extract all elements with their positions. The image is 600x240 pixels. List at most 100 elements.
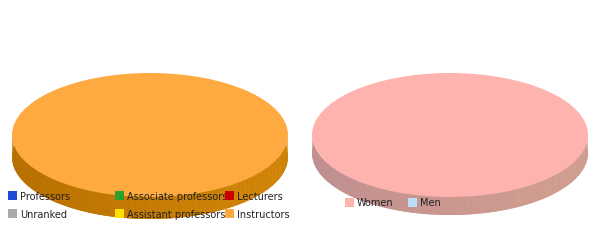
Polygon shape xyxy=(280,154,281,178)
Polygon shape xyxy=(264,169,266,192)
Polygon shape xyxy=(75,187,78,210)
Polygon shape xyxy=(29,165,31,188)
Polygon shape xyxy=(531,184,534,203)
Polygon shape xyxy=(384,190,388,208)
Polygon shape xyxy=(584,148,585,168)
Polygon shape xyxy=(537,182,539,201)
Polygon shape xyxy=(315,148,316,168)
Polygon shape xyxy=(516,189,519,208)
Polygon shape xyxy=(24,160,25,184)
Polygon shape xyxy=(388,190,391,209)
Polygon shape xyxy=(69,185,72,208)
Bar xyxy=(408,198,417,206)
Polygon shape xyxy=(212,190,216,212)
Polygon shape xyxy=(58,181,61,204)
Polygon shape xyxy=(414,195,418,213)
Bar xyxy=(345,198,354,206)
Polygon shape xyxy=(41,173,43,196)
Polygon shape xyxy=(43,174,45,197)
Polygon shape xyxy=(559,171,562,191)
Polygon shape xyxy=(81,189,84,211)
Polygon shape xyxy=(347,176,350,196)
Polygon shape xyxy=(228,185,231,208)
Polygon shape xyxy=(231,184,234,207)
Polygon shape xyxy=(343,174,345,193)
Polygon shape xyxy=(19,154,20,178)
Polygon shape xyxy=(38,171,41,195)
Polygon shape xyxy=(16,150,17,173)
Text: Lecturers: Lecturers xyxy=(237,192,283,202)
Polygon shape xyxy=(457,197,461,215)
Polygon shape xyxy=(55,180,58,203)
Polygon shape xyxy=(271,163,273,186)
Polygon shape xyxy=(366,184,369,203)
Polygon shape xyxy=(496,193,499,211)
Polygon shape xyxy=(358,181,361,200)
Polygon shape xyxy=(522,187,525,206)
Polygon shape xyxy=(61,182,63,205)
Polygon shape xyxy=(550,176,553,196)
Polygon shape xyxy=(557,173,559,192)
Polygon shape xyxy=(285,146,286,170)
Polygon shape xyxy=(219,188,222,211)
Polygon shape xyxy=(345,175,347,194)
Polygon shape xyxy=(475,196,479,214)
Polygon shape xyxy=(72,186,75,209)
Polygon shape xyxy=(277,157,279,181)
Polygon shape xyxy=(375,187,378,206)
Polygon shape xyxy=(253,175,255,198)
Bar xyxy=(8,209,17,217)
Polygon shape xyxy=(257,173,259,196)
Polygon shape xyxy=(334,169,336,188)
Polygon shape xyxy=(391,191,394,210)
Polygon shape xyxy=(206,191,209,214)
Polygon shape xyxy=(78,188,81,211)
Polygon shape xyxy=(355,180,358,199)
Polygon shape xyxy=(562,170,564,189)
Polygon shape xyxy=(512,190,516,208)
Polygon shape xyxy=(580,154,581,174)
Polygon shape xyxy=(17,153,19,176)
Polygon shape xyxy=(14,146,15,170)
Ellipse shape xyxy=(12,73,288,197)
Polygon shape xyxy=(352,179,355,198)
Polygon shape xyxy=(245,179,248,202)
Polygon shape xyxy=(209,190,212,213)
Ellipse shape xyxy=(12,95,288,219)
Bar xyxy=(225,191,234,199)
Polygon shape xyxy=(182,195,186,217)
Polygon shape xyxy=(573,162,575,181)
Polygon shape xyxy=(104,193,107,216)
Polygon shape xyxy=(577,157,579,177)
Polygon shape xyxy=(585,146,586,166)
Polygon shape xyxy=(579,156,580,175)
Polygon shape xyxy=(394,192,397,210)
Polygon shape xyxy=(545,179,548,198)
Polygon shape xyxy=(369,185,372,204)
Polygon shape xyxy=(454,197,457,215)
Polygon shape xyxy=(279,156,280,179)
Polygon shape xyxy=(284,148,285,171)
Polygon shape xyxy=(436,197,439,215)
Polygon shape xyxy=(175,196,179,218)
Polygon shape xyxy=(439,197,443,215)
Polygon shape xyxy=(575,160,576,180)
Polygon shape xyxy=(486,194,489,213)
Polygon shape xyxy=(139,197,143,219)
Polygon shape xyxy=(314,146,315,166)
Polygon shape xyxy=(36,170,38,193)
Polygon shape xyxy=(425,196,428,214)
Polygon shape xyxy=(50,178,52,201)
Polygon shape xyxy=(338,171,341,191)
Bar xyxy=(115,191,124,199)
Polygon shape xyxy=(239,181,242,204)
Polygon shape xyxy=(146,197,150,219)
Text: Associate professors: Associate professors xyxy=(127,192,227,202)
Polygon shape xyxy=(316,150,317,169)
Bar xyxy=(225,209,234,217)
Polygon shape xyxy=(320,156,321,175)
Polygon shape xyxy=(225,186,228,209)
Polygon shape xyxy=(506,191,509,210)
Polygon shape xyxy=(276,159,277,182)
Polygon shape xyxy=(428,196,432,215)
